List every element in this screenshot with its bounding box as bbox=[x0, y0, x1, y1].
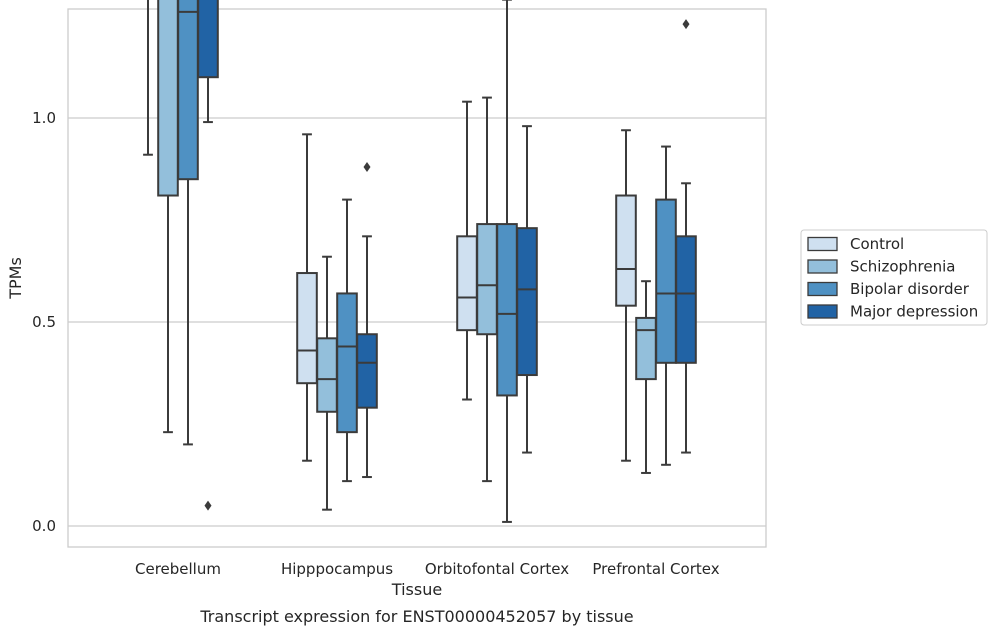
iqr-box bbox=[615, 194, 637, 307]
y-tick-label: 0.5 bbox=[32, 313, 56, 331]
x-tick-label: Orbitofontal Cortex bbox=[425, 560, 569, 578]
legend-swatch bbox=[807, 304, 838, 319]
box-control bbox=[296, 133, 318, 462]
box-schizophrenia bbox=[316, 255, 338, 511]
box-bipolar-disorder bbox=[177, 0, 199, 446]
iqr-box bbox=[476, 223, 498, 336]
x-tick-label: Hipppocampus bbox=[281, 560, 393, 578]
legend-swatch bbox=[807, 281, 838, 297]
legend-label: Bipolar disorder bbox=[850, 280, 970, 298]
legend-label: Major depression bbox=[850, 303, 978, 321]
iqr-box bbox=[336, 292, 358, 434]
y-axis-label: TPMs bbox=[6, 257, 25, 300]
x-axis-ticks: Cerebellum Hipppocampus Orbitofontal Corte… bbox=[135, 560, 720, 578]
legend-label: Schizophrenia bbox=[850, 258, 955, 276]
legend: Control Schizophrenia Bipolar disorder Majo… bbox=[800, 229, 988, 326]
iqr-box bbox=[356, 333, 378, 409]
box-control bbox=[615, 129, 637, 462]
iqr-box bbox=[675, 235, 697, 364]
box-bipolar-disorder bbox=[496, 0, 518, 523]
outlier-point bbox=[682, 19, 690, 30]
y-tick-label: 0.0 bbox=[32, 517, 56, 535]
legend-swatch bbox=[807, 236, 838, 252]
box-groups bbox=[143, 0, 697, 523]
iqr-box bbox=[516, 227, 538, 377]
iqr-box bbox=[177, 0, 199, 181]
outlier-point bbox=[363, 161, 371, 172]
box-major-depression bbox=[516, 125, 538, 454]
legend-swatch bbox=[807, 259, 838, 274]
box-control bbox=[456, 100, 478, 401]
iqr-box bbox=[655, 198, 677, 364]
iqr-box bbox=[157, 0, 179, 197]
outlier-point bbox=[204, 500, 212, 511]
box-major-depression bbox=[675, 19, 697, 454]
legend-frame bbox=[800, 229, 988, 326]
box-major-depression bbox=[197, 0, 219, 511]
x-tick-label: Cerebellum bbox=[135, 560, 221, 578]
iqr-box bbox=[496, 223, 518, 397]
x-axis-label: Tissue bbox=[391, 580, 442, 599]
y-axis-ticks: 0.00.51.01.52.02.5 bbox=[32, 109, 56, 535]
y-tick-label: 1.0 bbox=[32, 109, 56, 127]
legend-items: Control Schizophrenia Bipolar disorder Majo… bbox=[807, 235, 978, 321]
box-major-depression bbox=[356, 161, 378, 479]
box-control bbox=[143, 0, 153, 156]
iqr-box bbox=[316, 337, 338, 413]
chart-caption: Transcript expression for ENST0000045205… bbox=[199, 607, 633, 626]
iqr-box bbox=[456, 235, 478, 332]
x-tick-label: Prefrontal Cortex bbox=[592, 560, 719, 578]
legend-label: Control bbox=[850, 235, 904, 253]
iqr-box bbox=[197, 0, 219, 79]
iqr-box bbox=[635, 316, 657, 381]
iqr-box bbox=[296, 272, 318, 385]
